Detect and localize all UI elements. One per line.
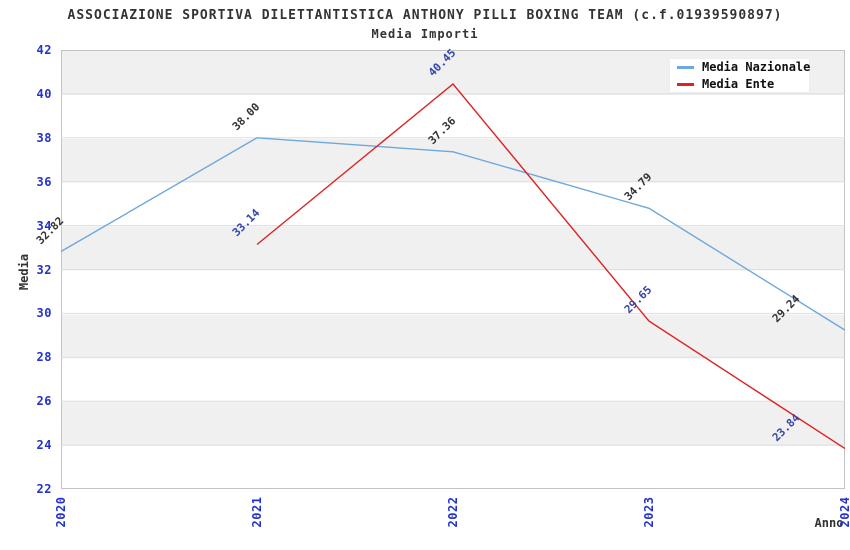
legend-label: Media Ente [702, 76, 775, 91]
x-tick-label: 2022 [446, 496, 460, 528]
legend-line-icon [677, 65, 694, 69]
chart-subtitle: Media Importi [371, 27, 479, 41]
x-tick-label: 2021 [250, 496, 264, 528]
legend-item: Media Ente [677, 76, 809, 91]
y-tick-label: 42 [36, 43, 52, 57]
y-tick-label: 32 [36, 262, 52, 277]
x-tick-label: 2020 [54, 496, 68, 528]
legend-item: Media Nazionale [677, 59, 811, 74]
x-tick-label: 2023 [642, 496, 656, 528]
legend-line-icon [677, 82, 694, 86]
y-tick-label: 28 [36, 350, 52, 365]
y-tick-label: 24 [36, 438, 52, 453]
y-tick-label: 26 [36, 394, 52, 409]
y-tick-label: 34 [36, 218, 52, 233]
y-tick-label: 38 [36, 130, 52, 145]
chart-title: ASSOCIAZIONE SPORTIVA DILETTANTISTICA AN… [67, 8, 783, 23]
y-tick-label: 30 [36, 306, 52, 321]
y-tick-label: 36 [36, 174, 52, 189]
legend: Media Nazionale Media Ente [669, 58, 810, 93]
y-tick-label: 40 [36, 86, 52, 101]
legend-label: Media Nazionale [702, 59, 811, 74]
x-axis-title: Anno [814, 516, 844, 530]
y-tick-label: 22 [36, 482, 52, 496]
plot-area [61, 50, 845, 489]
x-tick-label: 2024 [838, 496, 850, 528]
